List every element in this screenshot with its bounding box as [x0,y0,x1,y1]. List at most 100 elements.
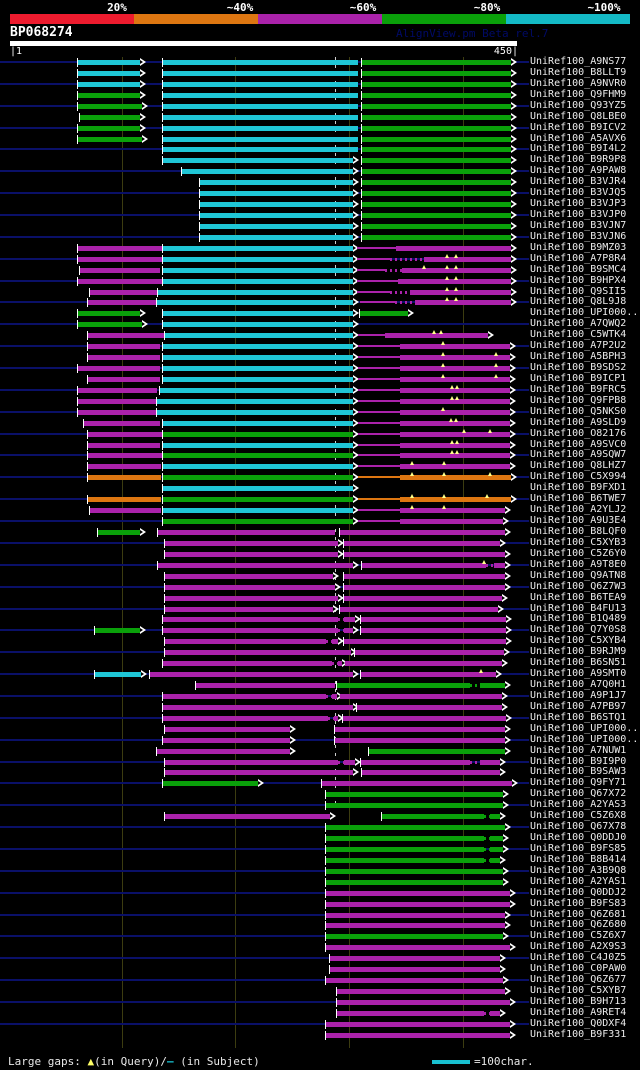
hit-segment[interactable] [88,443,160,448]
hit-label[interactable]: UniRef100_UPI000.. [530,307,639,318]
hit-label[interactable]: UniRef100_Q8LHZ7 [530,460,627,471]
hit-segment[interactable] [165,760,338,765]
hit-label[interactable]: UniRef100_C5XYB4 [530,635,627,646]
hit-segment[interactable] [382,814,484,819]
hit-label[interactable]: UniRef100_Q6Z680 [530,919,627,930]
hit-segment[interactable] [490,847,503,852]
hit-segment-thin[interactable] [358,411,400,413]
hit-segment[interactable] [165,541,338,546]
hit-label[interactable]: UniRef100_A9SVC0 [530,439,627,450]
hit-segment[interactable] [88,377,160,382]
hit-segment[interactable] [490,858,500,863]
hit-segment[interactable] [163,432,353,437]
hit-segment[interactable] [361,628,506,633]
hit-segment[interactable] [150,672,353,677]
hit-label[interactable]: UniRef100_UPI000.. [530,723,639,734]
hit-segment[interactable] [326,803,503,808]
hit-segment[interactable] [362,93,511,98]
hit-segment[interactable] [326,913,505,918]
hit-label[interactable]: UniRef100_B8LLT9 [530,67,627,78]
hit-label[interactable]: UniRef100_Q8LBE0 [530,111,627,122]
hit-segment[interactable] [78,322,142,327]
hit-segment[interactable] [355,650,504,655]
hit-segment[interactable] [163,82,358,87]
hit-label[interactable]: UniRef100_B9FXD1 [530,482,627,493]
hit-segment[interactable] [400,344,510,349]
hit-segment[interactable] [326,858,484,863]
hit-segment[interactable] [78,126,140,131]
hit-segment[interactable] [157,410,353,415]
hit-segment[interactable] [98,530,140,535]
hit-label[interactable]: UniRef100_B9SDS2 [530,362,627,373]
hit-label[interactable]: UniRef100_C5Z6X8 [530,810,627,821]
hit-segment[interactable] [78,388,157,393]
hit-segment[interactable] [330,967,500,972]
hit-segment-thin[interactable] [360,301,395,303]
hit-label[interactable]: UniRef100_UPI000.. [530,734,639,745]
hit-segment-thin[interactable] [358,454,400,456]
hit-segment[interactable] [182,169,353,174]
hit-label[interactable]: UniRef100_Q67X78 [530,821,627,832]
hit-segment[interactable] [78,366,160,371]
hit-segment[interactable] [490,1011,500,1016]
hit-label[interactable]: UniRef100_A9U3E4 [530,515,627,526]
hit-segment[interactable] [400,453,510,458]
hit-segment[interactable] [78,257,163,262]
hit-segment[interactable] [78,137,142,142]
hit-segment[interactable] [335,727,505,732]
hit-segment[interactable] [157,300,353,305]
hit-label[interactable]: UniRef100_Q6Z681 [530,909,627,920]
hit-label[interactable]: UniRef100_B6SN51 [530,657,627,668]
hit-segment[interactable] [200,224,353,229]
hit-segment[interactable] [163,147,358,152]
hit-segment[interactable] [344,617,355,622]
hit-segment[interactable] [424,257,511,262]
hit-segment[interactable] [326,945,510,950]
hit-segment[interactable] [369,749,505,754]
hit-label[interactable]: UniRef100_B9F331 [530,1029,627,1040]
hit-segment[interactable] [163,486,353,491]
hit-segment[interactable] [396,246,511,251]
hit-segment-thin[interactable] [358,476,400,478]
hit-label[interactable]: UniRef100_C5X994 [530,471,627,482]
hit-segment[interactable] [334,716,338,721]
hit-label[interactable]: UniRef100_Q6Z677 [530,974,627,985]
hit-segment[interactable] [90,508,161,513]
hit-segment[interactable] [88,432,163,437]
hit-label[interactable]: UniRef100_B9ICP1 [530,373,627,384]
hit-segment[interactable] [344,760,355,765]
hit-segment-thin[interactable] [358,422,400,424]
hit-segment[interactable] [163,93,358,98]
hit-segment[interactable] [163,126,358,131]
hit-segment[interactable] [338,661,342,666]
hit-segment[interactable] [165,607,333,612]
hit-label[interactable]: UniRef100_B1Q489 [530,613,627,624]
hit-segment[interactable] [332,694,337,699]
hit-segment[interactable] [344,541,500,546]
hit-segment[interactable] [163,781,258,786]
hit-segment[interactable] [410,290,511,295]
hit-segment[interactable] [88,497,161,502]
hit-segment[interactable] [362,82,511,87]
hit-segment-thin[interactable] [357,269,385,271]
hit-segment[interactable] [340,530,505,535]
hit-segment[interactable] [344,596,502,601]
hit-segment[interactable] [163,661,332,666]
hit-segment[interactable] [163,246,353,251]
hit-segment-thin[interactable] [357,291,390,293]
hit-segment[interactable] [402,268,511,273]
hit-segment[interactable] [337,1011,484,1016]
hit-segment-thin[interactable] [358,465,400,467]
hit-segment[interactable] [80,268,160,273]
hit-segment[interactable] [196,683,335,688]
hit-segment[interactable] [344,639,506,644]
hit-segment[interactable] [400,388,510,393]
hit-segment[interactable] [78,93,140,98]
hit-segment[interactable] [78,246,163,251]
hit-segment[interactable] [163,311,353,316]
hit-label[interactable]: UniRef100_Q9FPB8 [530,395,627,406]
hit-segment[interactable] [90,290,158,295]
hit-segment[interactable] [326,923,505,928]
hit-label[interactable]: UniRef100_B9FS85 [530,843,627,854]
hit-segment[interactable] [490,836,503,841]
